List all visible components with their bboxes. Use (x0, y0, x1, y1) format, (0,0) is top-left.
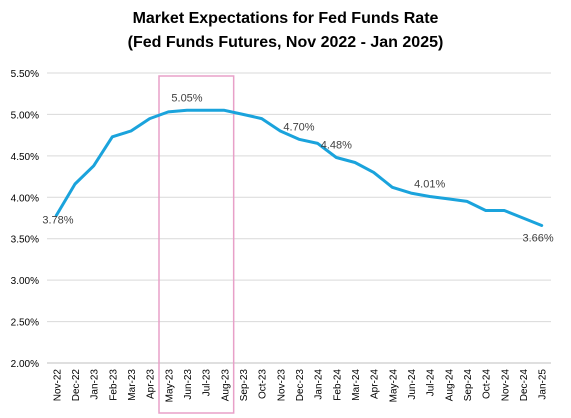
x-tick-label: Nov-22 (52, 369, 63, 402)
y-tick-label: 2.00% (11, 359, 39, 370)
data-label: 4.01% (414, 178, 445, 190)
series-line (54, 108, 544, 227)
x-tick-label: Aug-23 (220, 369, 231, 402)
x-tick-label: Sep-24 (463, 369, 474, 402)
x-tick-label: May-23 (164, 369, 175, 403)
chart-subtitle: (Fed Funds Futures, Nov 2022 - Jan 2025) (127, 34, 444, 51)
x-tick-label: Mar-23 (127, 369, 138, 401)
x-tick-label: Jul-23 (202, 369, 213, 397)
data-label: 4.48% (321, 140, 352, 152)
x-tick-label: Mar-24 (351, 369, 362, 401)
chart-title: Market Expectations for Fed Funds Rate (132, 10, 439, 27)
data-label: 3.66% (522, 232, 553, 244)
highlight-box (158, 75, 235, 414)
x-tick-label: Jun-23 (183, 369, 194, 400)
x-tick-label: May-24 (388, 369, 399, 403)
x-tick-label: Sep-23 (239, 369, 250, 402)
x-tick-label: Dec-24 (519, 369, 530, 402)
data-label: 5.05% (171, 92, 202, 104)
y-tick-label: 4.50% (11, 152, 39, 163)
x-tick-label: Aug-24 (444, 369, 455, 402)
y-tick-label: 4.00% (11, 193, 39, 204)
x-tick-label: Apr-24 (370, 369, 381, 399)
x-tick-label: Dec-23 (295, 369, 306, 402)
x-tick-label: Jun-24 (407, 369, 418, 400)
x-tick-label: Nov-23 (276, 369, 287, 402)
x-tick-label: Jan-23 (90, 369, 101, 400)
y-tick-label: 5.00% (11, 110, 39, 121)
x-tick-label: Oct-23 (258, 369, 269, 399)
y-tick-label: 5.50% (11, 69, 39, 80)
x-tick-label: Feb-24 (332, 369, 343, 401)
x-tick-label: Oct-24 (482, 369, 493, 399)
x-tick-label: Dec-22 (71, 369, 82, 402)
data-label: 4.70% (283, 121, 314, 133)
x-tick-label: Jan-25 (538, 369, 549, 400)
y-tick-label: 3.50% (11, 235, 39, 246)
x-tick-label: Feb-23 (108, 369, 119, 401)
data-label: 3.78% (42, 215, 73, 227)
x-tick-label: Jan-24 (314, 369, 325, 400)
x-tick-label: Jul-24 (426, 369, 437, 397)
y-tick-label: 3.00% (11, 276, 39, 287)
y-tick-label: 2.50% (11, 318, 39, 329)
x-tick-label: Nov-24 (500, 369, 511, 402)
x-tick-label: Apr-23 (146, 369, 157, 399)
